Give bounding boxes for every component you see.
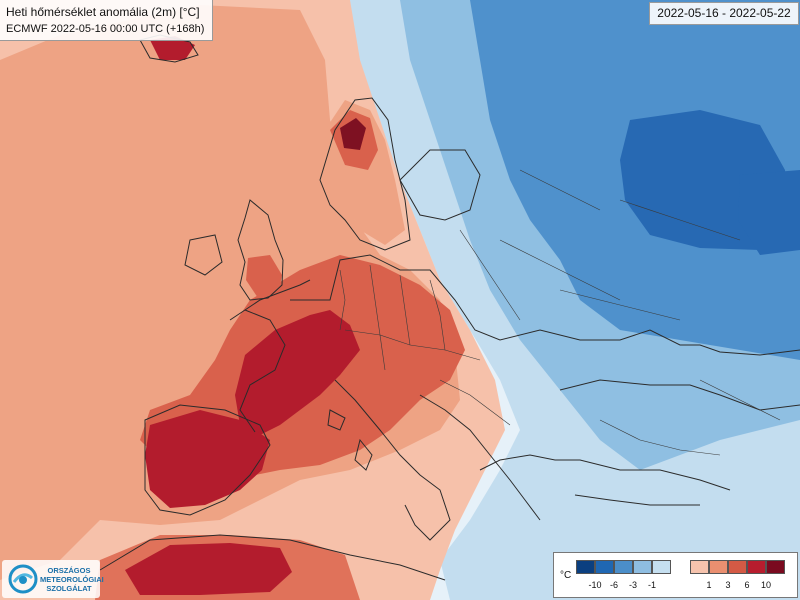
omsz-logo-text: ORSZÁGOS METEOROLÓGIAI SZOLGÁLAT (40, 566, 104, 593)
logo-line-3: SZOLGÁLAT (46, 584, 92, 593)
anomaly-zone-cold-core-2 (738, 170, 800, 255)
anomaly-zone-uk-hot (246, 255, 282, 298)
legend-swatch-warm-1 (690, 560, 709, 574)
title-box: Heti hőmérséklet anomália (2m) [°C] ECMW… (0, 0, 213, 41)
legend-unit: °C (560, 570, 572, 581)
anomaly-zone-iceland-hot (150, 36, 195, 60)
legend-swatch-warm-2 (709, 560, 728, 574)
legend-label-warm-3: 6 (744, 580, 750, 590)
legend-label-cold-4: -1 (647, 580, 656, 590)
legend-swatch-cold-1 (576, 560, 595, 574)
legend-swatch-cold-4 (633, 560, 652, 574)
logo-line-1: ORSZÁGOS (47, 566, 91, 575)
legend-swatch-cold-5 (652, 560, 671, 574)
omsz-logo-icon (8, 564, 38, 594)
legend-swatch-warm-4 (747, 560, 766, 574)
legend-swatch-cold-3 (614, 560, 633, 574)
legend-label-cold-1: -10 (588, 580, 602, 590)
logo-line-2: METEOROLÓGIAI (40, 575, 104, 584)
color-legend: °C -10 -6 -3 -1 1 3 6 10 (553, 552, 798, 598)
legend-swatch-warm-5 (766, 560, 785, 574)
date-range-box: 2022-05-16 - 2022-05-22 (649, 2, 799, 25)
anomaly-zone-africa-core (125, 543, 292, 595)
legend-swatch-cold-2 (595, 560, 614, 574)
legend-label-warm-2: 3 (725, 580, 731, 590)
legend-label-warm-1: 1 (706, 580, 712, 590)
anomaly-zone-scandinavia-core (340, 118, 366, 150)
anomaly-zone-iberia-core (145, 410, 270, 508)
legend-swatch-warm-3 (728, 560, 747, 574)
omsz-logo: ORSZÁGOS METEOROLÓGIAI SZOLGÁLAT (2, 560, 104, 598)
anomaly-zone-france-core (235, 310, 360, 435)
legend-label-warm-4: 10 (760, 580, 771, 590)
map-title: Heti hőmérséklet anomália (2m) [°C] (6, 5, 200, 19)
legend-label-cold-3: -3 (628, 580, 637, 590)
country-borders (339, 169, 781, 456)
map-subtitle: ECMWF 2022-05-16 00:00 UTC (+168h) (6, 23, 205, 35)
legend-label-cold-2: -6 (609, 580, 618, 590)
